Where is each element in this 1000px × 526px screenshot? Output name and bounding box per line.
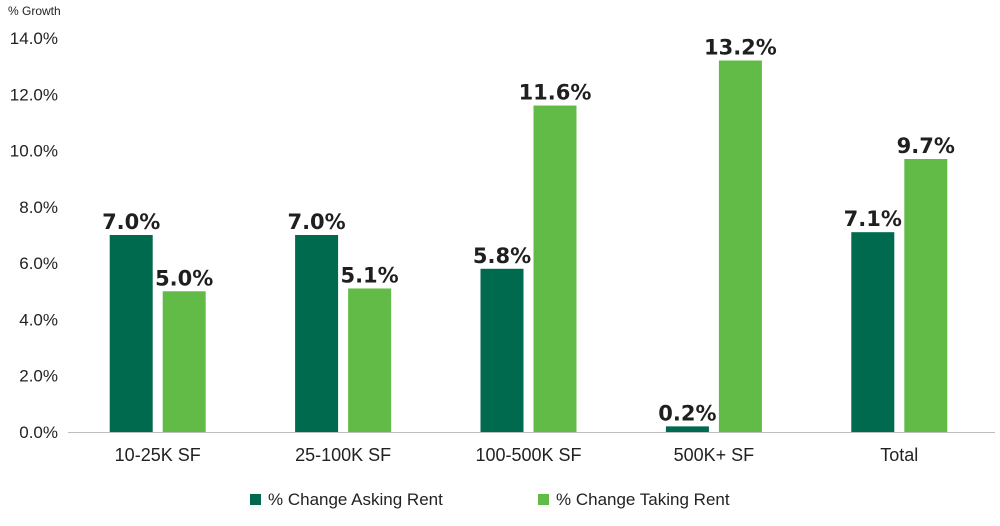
- y-tick-label: 8.0%: [19, 198, 58, 217]
- x-category-label: 500K+ SF: [674, 445, 755, 465]
- bar-value-label: 13.2%: [704, 36, 777, 60]
- bar-value-label: 7.0%: [287, 210, 345, 234]
- legend-swatch-taking-rent: [538, 494, 549, 505]
- taking-rent-bar: [904, 159, 948, 432]
- asking-rent-bar: [295, 235, 339, 432]
- legend-swatch-asking-rent: [250, 494, 261, 505]
- legend-label-taking-rent: % Change Taking Rent: [556, 490, 730, 509]
- bar-value-label: 0.2%: [658, 401, 716, 425]
- y-tick-label: 10.0%: [10, 142, 58, 161]
- bar-value-label: 5.1%: [340, 263, 398, 287]
- x-category-label: 10-25K SF: [115, 445, 201, 465]
- bar-value-label: 5.8%: [473, 244, 531, 268]
- y-tick-label: 0.0%: [19, 423, 58, 442]
- bar-value-label: 11.6%: [519, 81, 592, 105]
- bar-value-label: 7.0%: [102, 210, 160, 234]
- bar-value-label: 5.0%: [155, 266, 213, 290]
- legend: % Change Asking Rent % Change Taking Rent: [250, 490, 730, 509]
- x-category-label: 100-500K SF: [475, 445, 581, 465]
- taking-rent-bar: [348, 288, 392, 432]
- taking-rent-bar: [718, 60, 762, 433]
- asking-rent-bar: [665, 426, 709, 432]
- x-category-label: 25-100K SF: [295, 445, 391, 465]
- taking-rent-bar: [533, 105, 577, 433]
- y-tick-label: 2.0%: [19, 367, 58, 386]
- bar-series: [109, 60, 948, 433]
- y-axis-title: % Growth: [8, 4, 61, 18]
- bar-value-label: 9.7%: [897, 134, 955, 158]
- data-labels: 7.0% 5.0% 7.0% 5.1% 5.8% 11.6% 0.2% 13.2% 7.1% 9.…: [102, 36, 955, 426]
- y-tick-label: 14.0%: [10, 29, 58, 48]
- taking-rent-bar: [162, 291, 206, 432]
- y-tick-label: 12.0%: [10, 85, 58, 104]
- y-tick-label: 4.0%: [19, 310, 58, 329]
- y-tick-label: 6.0%: [19, 254, 58, 273]
- asking-rent-bar: [851, 232, 895, 432]
- asking-rent-bar: [109, 235, 153, 432]
- x-category-label: Total: [880, 445, 918, 465]
- y-axis-ticks: 0.0% 2.0% 4.0% 6.0% 8.0% 10.0% 12.0% 14.0%: [10, 29, 58, 442]
- asking-rent-bar: [480, 268, 524, 432]
- legend-label-asking-rent: % Change Asking Rent: [268, 490, 443, 509]
- bar-value-label: 7.1%: [844, 207, 902, 231]
- x-axis-categories: 10-25K SF 25-100K SF 100-500K SF 500K+ SF To…: [115, 445, 919, 465]
